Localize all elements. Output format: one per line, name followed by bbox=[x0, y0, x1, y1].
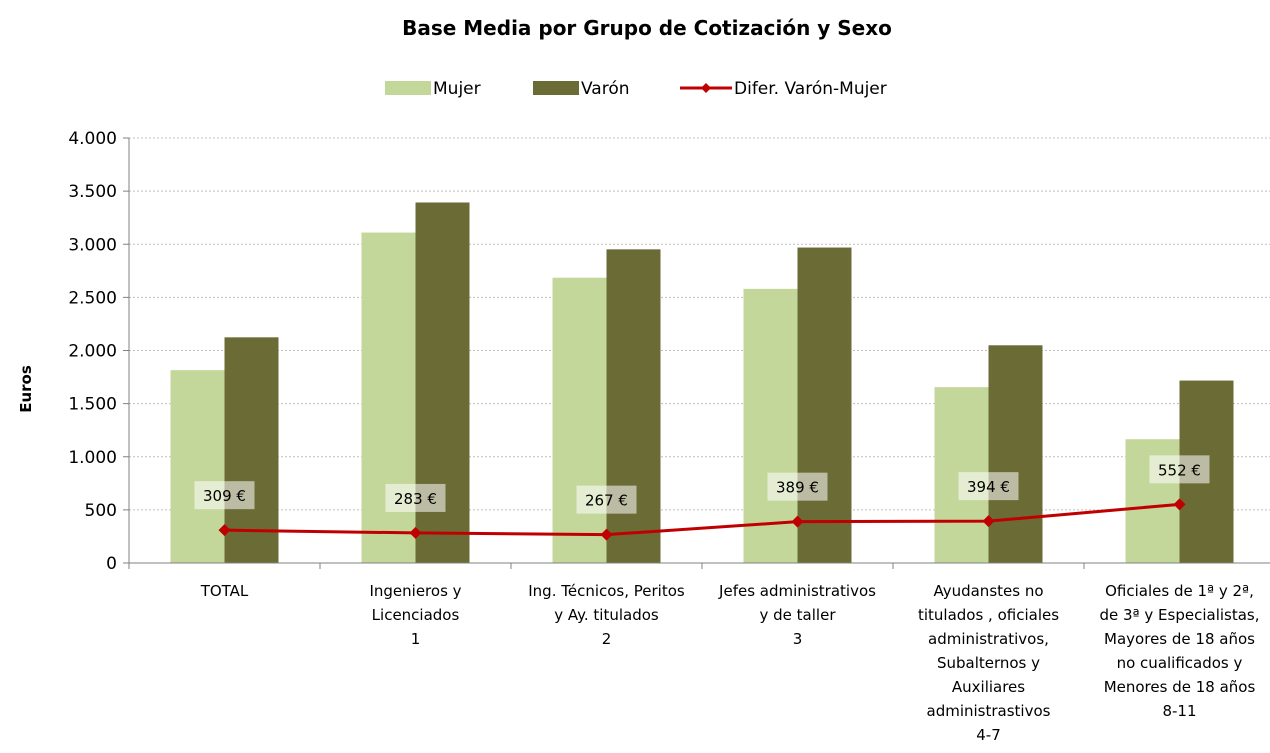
data-label: 283 € bbox=[394, 490, 437, 508]
x-category-label: de 3ª y Especialistas, bbox=[1100, 606, 1260, 624]
legend-swatch bbox=[533, 81, 579, 95]
data-label-background bbox=[194, 481, 255, 510]
difference-marker bbox=[1173, 498, 1186, 511]
difference-marker bbox=[409, 526, 422, 539]
bar-varn bbox=[797, 247, 852, 563]
x-category-label: titulados , oficiales bbox=[918, 606, 1059, 624]
x-category-label: 4-7 bbox=[976, 726, 1001, 744]
y-tick-label: 2.000 bbox=[68, 342, 117, 362]
legend-swatch bbox=[385, 81, 431, 95]
x-category-label: administrativos, bbox=[928, 630, 1049, 648]
x-category-label: Oficiales de 1ª y 2ª, bbox=[1105, 582, 1254, 600]
legend-label: Mujer bbox=[433, 79, 481, 99]
data-label: 394 € bbox=[967, 478, 1010, 496]
y-tick-label: 1.000 bbox=[68, 448, 117, 468]
bar-varn bbox=[988, 345, 1043, 563]
y-tick-label: 500 bbox=[85, 501, 117, 521]
x-category-label: TOTAL bbox=[200, 582, 249, 600]
legend: Mujer Varón Difer. Varón-Mujer bbox=[385, 79, 887, 99]
x-axis: TOTAL Ingenieros y Licenciados 1 Ing. Técnic… bbox=[128, 562, 1270, 744]
difference-series-line bbox=[224, 502, 1180, 537]
data-label: 267 € bbox=[585, 492, 628, 510]
y-axis: 0 500 1.000 1.500 2.000 2.500 3.000 3.500 4.000 bbox=[68, 129, 130, 574]
bar-varn bbox=[606, 249, 661, 563]
bar-mujer bbox=[743, 288, 798, 563]
bars bbox=[170, 202, 1234, 563]
data-label: 389 € bbox=[776, 479, 819, 497]
x-category-label: y Ay. titulados bbox=[554, 606, 659, 624]
bar-mujer bbox=[552, 277, 607, 563]
x-category-label: Auxiliares bbox=[952, 678, 1025, 696]
difference-marker bbox=[600, 528, 613, 541]
x-category-label: administrastivos bbox=[927, 702, 1051, 720]
x-category-label: Menores de 18 años bbox=[1104, 678, 1256, 696]
x-category-label: Licenciados bbox=[372, 606, 460, 624]
x-category-label: Jefes administrativos bbox=[718, 582, 876, 600]
y-tick-label: 0 bbox=[106, 554, 117, 574]
difference-marker bbox=[791, 515, 804, 528]
y-axis-label: Euros bbox=[17, 365, 35, 413]
data-label-background bbox=[958, 472, 1019, 501]
y-tick-label: 4.000 bbox=[68, 129, 117, 149]
x-category-label: 8-11 bbox=[1162, 702, 1196, 720]
y-tick-label: 3.500 bbox=[68, 182, 117, 202]
bar-varn bbox=[224, 337, 279, 563]
x-category-label: Mayores de 18 años bbox=[1104, 630, 1255, 648]
y-tick-label: 3.000 bbox=[68, 235, 117, 255]
difference-marker bbox=[982, 515, 995, 528]
bar-mujer bbox=[170, 370, 225, 563]
x-category-label: 2 bbox=[602, 630, 612, 648]
difference-marker bbox=[218, 524, 231, 537]
bar-mujer bbox=[361, 232, 416, 563]
y-tick-label: 1.500 bbox=[68, 395, 117, 415]
x-category-label: Subalternos y bbox=[937, 654, 1040, 672]
legend-label: Varón bbox=[581, 79, 630, 99]
legend-marker bbox=[701, 83, 711, 93]
data-label-background bbox=[1149, 455, 1210, 484]
data-label: 552 € bbox=[1158, 461, 1201, 479]
x-category-label: Ing. Técnicos, Peritos bbox=[528, 582, 685, 600]
x-category-label: Ingenieros y bbox=[369, 582, 461, 600]
legend-label: Difer. Varón-Mujer bbox=[734, 79, 887, 99]
x-category-label: 1 bbox=[411, 630, 421, 648]
data-label-background bbox=[576, 485, 637, 514]
x-category-label: Ayudanstes no bbox=[933, 582, 1043, 600]
gridlines bbox=[129, 137, 1270, 511]
x-category-label: 3 bbox=[793, 630, 803, 648]
y-tick-label: 2.500 bbox=[68, 288, 117, 308]
difference-line: 309 € 283 € 267 € 389 € 394 € 552 € bbox=[194, 455, 1210, 541]
x-category-label: no cualificados y bbox=[1117, 654, 1243, 672]
chart-title: Base Media por Grupo de Cotización y Sex… bbox=[402, 16, 892, 40]
data-label: 309 € bbox=[203, 487, 246, 505]
data-label-background bbox=[767, 472, 828, 501]
data-label-background bbox=[385, 483, 446, 512]
x-category-label: y de taller bbox=[760, 606, 837, 624]
